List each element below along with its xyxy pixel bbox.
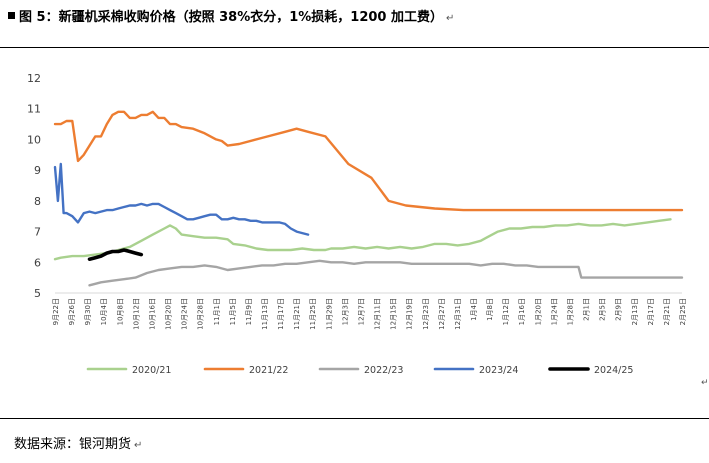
y-tick-label: 10 <box>27 133 41 146</box>
bottom-rule <box>0 418 709 419</box>
x-tick-label: 10月8日 <box>116 298 124 325</box>
paragraph-mark-icon: ↵ <box>446 13 455 24</box>
x-tick-label: 11月17日 <box>277 298 285 330</box>
legend-label: 2022/23 <box>364 365 403 376</box>
y-tick-label: 6 <box>34 256 41 269</box>
x-tick-label: 12月19日 <box>406 298 414 330</box>
x-tick-label: 9月30日 <box>84 298 92 325</box>
figure-title: 图 5：新疆机采棉收购价格（按照 38%衣分，1%损耗，1200 加工费） ↵ <box>8 6 454 30</box>
x-tick-label: 9月26日 <box>68 298 76 325</box>
series-line-2024-25 <box>87 248 144 261</box>
x-tick-label: 2月5日 <box>599 298 607 321</box>
x-tick-label: 11月13日 <box>261 298 269 330</box>
x-tick-label: 1月28日 <box>566 298 574 325</box>
x-axis: 9月22日 9月26日 9月30日 10月4日 10月8日 10月12日 10月16日 10月… <box>52 292 687 330</box>
x-tick-label: 1月4日 <box>470 298 478 321</box>
x-tick-label: 9月22日 <box>52 298 60 325</box>
x-tick-label: 2月25日 <box>679 298 687 325</box>
series-line-2021-22 <box>53 110 684 212</box>
legend-label: 2024/25 <box>594 365 633 376</box>
x-tick-label: 10月4日 <box>100 298 108 325</box>
x-tick-label: 11月9日 <box>245 298 253 325</box>
x-tick-label: 1月24日 <box>550 298 558 325</box>
x-tick-label: 10月20日 <box>165 298 173 330</box>
series-lines <box>53 110 684 287</box>
data-source-text: 数据来源：银河期货 <box>14 437 132 452</box>
x-tick-label: 10月24日 <box>181 298 189 330</box>
x-tick-label: 12月11日 <box>374 298 382 330</box>
x-tick-label: 10月12日 <box>132 298 140 330</box>
x-tick-label: 2月21日 <box>663 298 671 325</box>
x-tick-label: 2月13日 <box>631 298 639 325</box>
x-tick-label: 2月1日 <box>583 298 591 321</box>
x-tick-label: 1月8日 <box>486 298 494 321</box>
x-tick-label: 10月16日 <box>148 298 156 330</box>
figure-title-text: 图 5：新疆机采棉收购价格（按照 38%衣分，1%损耗，1200 加工费） <box>19 10 443 25</box>
x-tick-label: 12月27日 <box>438 298 446 330</box>
x-tick-label: 12月7日 <box>357 298 365 325</box>
paragraph-mark-icon: ↵ <box>701 378 709 388</box>
x-tick-label: 2月17日 <box>647 298 655 325</box>
y-tick-label: 8 <box>34 195 41 208</box>
x-tick-label: 11月29日 <box>325 298 333 330</box>
x-tick-label: 12月3日 <box>341 298 349 325</box>
series-line-2022-23 <box>88 259 684 287</box>
y-tick-label: 5 <box>34 287 41 300</box>
legend-label: 2020/21 <box>132 365 171 376</box>
x-tick-label: 11月21日 <box>293 298 301 330</box>
x-tick-label: 1月12日 <box>502 298 510 325</box>
series-line-2023-24 <box>53 162 310 236</box>
y-tick-label: 7 <box>34 226 41 239</box>
y-tick-label: 12 <box>27 72 41 85</box>
x-tick-label: 11月25日 <box>309 298 317 330</box>
legend-label: 2023/24 <box>479 365 518 376</box>
y-tick-label: 11 <box>27 103 41 116</box>
x-tick-label: 11月1日 <box>213 298 221 325</box>
x-tick-label: 11月5日 <box>229 298 237 325</box>
data-source-note: 数据来源：银河期货 ↵ <box>14 433 142 452</box>
price-line-chart: 5 6 7 8 9 10 11 12 9月22日 9月26日 9月30日 10月4日 10月8日 10月… <box>27 72 687 376</box>
y-tick-label: 9 <box>34 164 41 177</box>
x-tick-label: 12月23日 <box>422 298 430 330</box>
series-line-2020-21 <box>53 218 672 261</box>
x-tick-label: 10月28日 <box>197 298 205 330</box>
bullet-square-icon <box>8 12 15 19</box>
paragraph-mark-icon: ↵ <box>134 440 143 451</box>
x-tick-label: 1月20日 <box>534 298 542 325</box>
y-axis: 5 6 7 8 9 10 11 12 <box>27 72 41 300</box>
x-tick-label: 12月15日 <box>390 298 398 330</box>
x-tick-label: 1月16日 <box>518 298 526 325</box>
x-tick-label: 12月31日 <box>454 298 462 330</box>
legend: 2020/21 2021/22 2022/23 2023/24 2024/25 <box>86 365 633 376</box>
x-tick-label: 2月9日 <box>615 298 623 321</box>
top-rule <box>0 47 709 48</box>
legend-label: 2021/22 <box>249 365 288 376</box>
